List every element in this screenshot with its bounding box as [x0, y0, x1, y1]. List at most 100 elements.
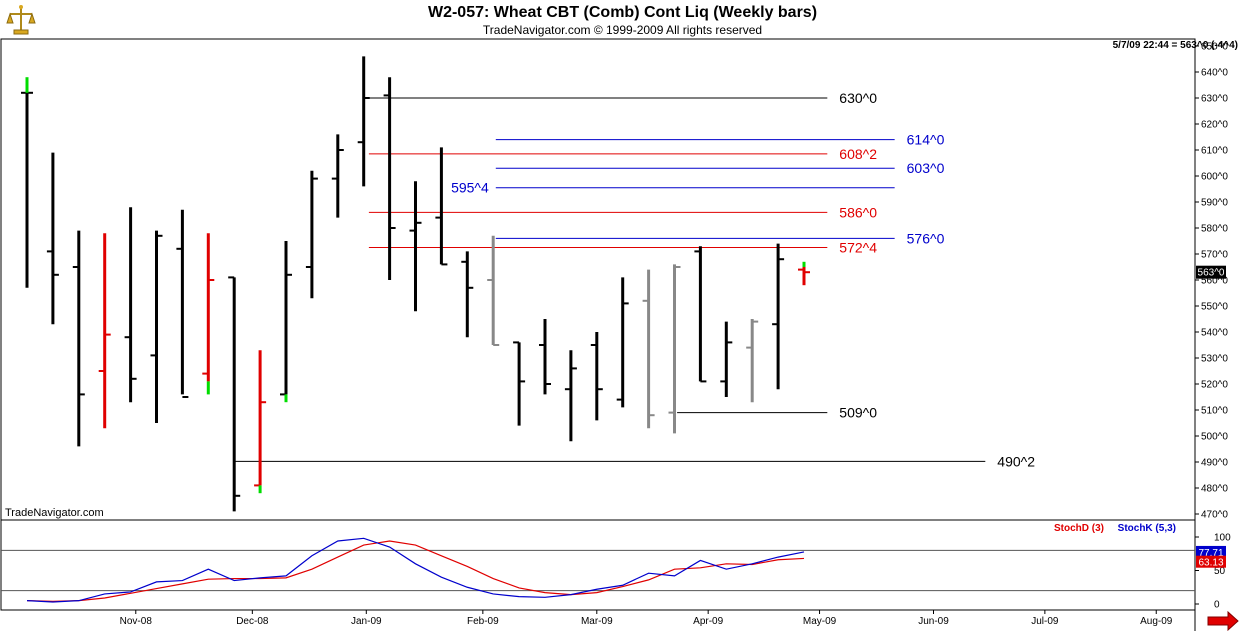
date-tick-label: Jan-09 [351, 616, 382, 627]
ohlc-bar [409, 181, 422, 312]
stochk-tag [1196, 545, 1226, 558]
date-tick-label: Jun-09 [918, 616, 949, 627]
ohlc-bar [590, 332, 603, 421]
price-tick-label: 540^0 [1201, 328, 1228, 339]
legend-stochd: StochD (3) [1054, 523, 1104, 534]
status-readout: 5/7/09 22:44 = 563^0 (-4^4) [1113, 40, 1238, 51]
ohlc-bar [98, 233, 111, 429]
last-price-label: 563^0 [1198, 268, 1225, 279]
ohlc-bar [331, 134, 344, 218]
price-tick-label: 580^0 [1201, 224, 1228, 235]
price-tick-label: 490^0 [1201, 458, 1228, 469]
support-resistance-levels: 630^0 614^0 608^2 603^0 595^4 586^0 576^0 572^4… [234, 90, 1035, 469]
ohlc-bar [746, 319, 759, 403]
price-tick-label: 590^0 [1201, 198, 1228, 209]
ohlc-bar [539, 319, 551, 395]
stoch-tick-label: 0 [1214, 600, 1220, 611]
date-tick-label: Feb-09 [467, 616, 499, 627]
price-tick-label: 600^0 [1201, 172, 1228, 183]
right-arrow-icon[interactable] [1207, 610, 1239, 631]
stoch-tick-label: 100 [1214, 533, 1231, 544]
price-tick-label: 470^0 [1201, 510, 1228, 521]
stochd-tag [1196, 555, 1226, 568]
price-tick-label: 610^0 [1201, 146, 1228, 157]
stochastic-lines [26, 537, 805, 603]
price-tick-label: 650^0 [1201, 42, 1228, 53]
price-tick-label: 640^0 [1201, 68, 1228, 79]
date-axis: Nov-08 Dec-08 Jan-09 Feb-09 Mar-09 Apr-09 May-… [120, 610, 1173, 627]
trade-navigator-logo-icon[interactable] [4, 3, 38, 37]
date-tick-label: Mar-09 [581, 616, 613, 627]
price-tick-label: 570^0 [1201, 250, 1228, 261]
level-label: 572^4 [839, 240, 877, 256]
price-bars [21, 56, 810, 512]
ohlc-bar [513, 341, 526, 426]
ohlc-bar [798, 261, 810, 286]
ohlc-bar [202, 233, 215, 395]
indicator-pane [0, 519, 1196, 611]
price-tick-label: 480^0 [1201, 484, 1228, 495]
ohlc-bar [772, 243, 785, 390]
price-tick-label: 630^0 [1201, 94, 1228, 105]
ohlc-bar [21, 77, 33, 288]
ohlc-bar [642, 269, 655, 429]
level-label: 509^0 [839, 405, 877, 421]
ohlc-bar [720, 321, 733, 397]
legend-stochk: StochK (5,3) [1118, 523, 1176, 534]
ohlc-bar [254, 350, 267, 494]
ohlc-bar [461, 251, 474, 338]
ohlc-bar [150, 230, 163, 423]
copyright-subtitle: TradeNavigator.com © 1999-2009 All right… [482, 23, 763, 37]
date-tick-label: Apr-09 [693, 616, 723, 627]
stochd-last-value: 63.13 [1198, 558, 1223, 569]
last-price-tag: 563^0 [1196, 265, 1226, 279]
ohlc-bar [357, 56, 370, 187]
date-tick-label: Aug-09 [1140, 616, 1173, 627]
price-tick-label: 520^0 [1201, 380, 1228, 391]
ohlc-bar [72, 230, 85, 447]
level-label: 595^4 [451, 180, 489, 196]
date-tick-label: Jul-09 [1031, 616, 1059, 627]
ohlc-bar [694, 246, 707, 383]
watermark: TradeNavigator.com [5, 507, 104, 519]
level-label: 608^2 [839, 146, 877, 162]
ohlc-bar [228, 276, 241, 512]
ohlc-bar [668, 264, 681, 434]
ohlc-bar [487, 235, 500, 346]
stoch-tick-label: 50 [1214, 566, 1226, 577]
ohlc-bar [435, 147, 448, 266]
price-pane [0, 38, 1196, 521]
price-tick-label: 620^0 [1201, 120, 1228, 131]
date-tick-label: May-09 [803, 616, 837, 627]
price-tick-label: 500^0 [1201, 432, 1228, 443]
level-label: 630^0 [839, 90, 877, 106]
ohlc-bar [383, 77, 396, 280]
ohlc-bar [616, 277, 629, 408]
ohlc-bar [124, 207, 137, 403]
date-tick-label: Dec-08 [236, 616, 269, 627]
stoch-series-line [26, 537, 805, 603]
ohlc-bar [305, 170, 318, 299]
price-tick-label: 550^0 [1201, 302, 1228, 313]
scroll-right-button[interactable] [1207, 610, 1239, 631]
stoch-series-line [26, 540, 805, 602]
ohlc-bar [280, 241, 292, 403]
level-label: 490^2 [997, 453, 1035, 469]
price-axis: 470^0 480^0 490^0 500^0 510^0 520^0 530^0 540^0… [1195, 42, 1228, 521]
date-tick-label: Nov-08 [120, 616, 153, 627]
stoch-axis: 0 50 100 [1, 533, 1231, 611]
ohlc-bar [176, 209, 189, 398]
level-label: 576^0 [907, 230, 945, 246]
level-label: 586^0 [839, 204, 877, 220]
level-label: 603^0 [907, 160, 945, 176]
ohlc-bar [564, 350, 577, 442]
price-tick-label: 530^0 [1201, 354, 1228, 365]
ohlc-bar [46, 152, 59, 325]
price-tick-label: 510^0 [1201, 406, 1228, 417]
price-tick-label: 560^0 [1201, 276, 1228, 287]
chart-title: W2-057: Wheat CBT (Comb) Cont Liq (Weekl… [427, 4, 818, 21]
stochk-last-value: 77.71 [1198, 548, 1223, 559]
